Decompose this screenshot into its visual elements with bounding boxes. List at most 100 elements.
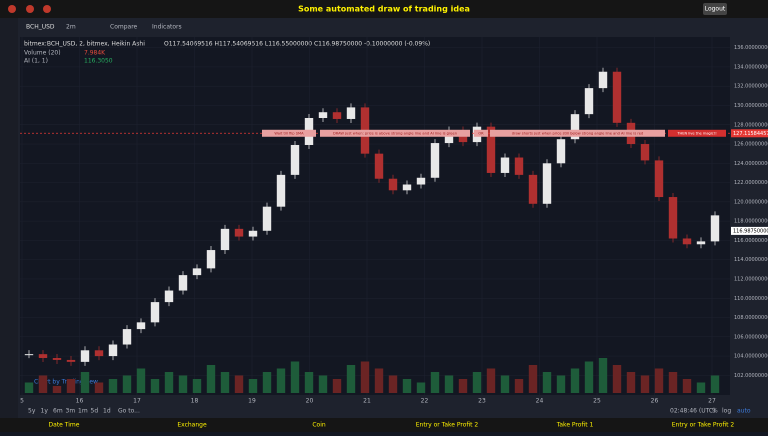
volume-bar bbox=[108, 379, 118, 393]
banner-text: draw shorts just when price still below … bbox=[512, 131, 644, 135]
volume-bar bbox=[234, 375, 244, 393]
candle bbox=[262, 206, 272, 231]
volume-bar bbox=[598, 358, 608, 393]
volume-bar bbox=[248, 379, 258, 393]
ai-legend: AI (1, 1) bbox=[24, 58, 48, 65]
y-tick-label: 108.00000000 bbox=[734, 315, 768, 321]
candle bbox=[220, 228, 230, 251]
volume-bar bbox=[346, 365, 356, 393]
interval[interactable]: 2m bbox=[66, 24, 76, 31]
ohlc: O117.54069516 H117.54069516 L116.5500000… bbox=[164, 41, 430, 48]
logout[interactable]: Logout bbox=[705, 6, 726, 13]
price-tag bbox=[731, 129, 768, 138]
volume-bar bbox=[542, 372, 552, 393]
range-button[interactable]: 6m bbox=[53, 408, 63, 415]
y-tick-label: 134.00000000 bbox=[734, 64, 768, 70]
volume-bar bbox=[626, 372, 636, 393]
y-tick-label: 136.00000000 bbox=[734, 45, 768, 51]
x-tick-label: 17 bbox=[133, 398, 141, 405]
y-tick-label: 124.00000000 bbox=[734, 161, 768, 167]
banner-text: DRAW just when: price is above strong an… bbox=[333, 131, 457, 135]
volume-bar bbox=[514, 379, 524, 393]
candle bbox=[290, 144, 300, 175]
candle bbox=[500, 157, 510, 173]
goto[interactable]: Go to... bbox=[118, 408, 140, 415]
icon[interactable] bbox=[26, 5, 34, 13]
volume-bar bbox=[150, 379, 160, 393]
candle bbox=[710, 215, 720, 242]
volume-legend: Volume (20) bbox=[24, 50, 61, 57]
icon[interactable] bbox=[43, 5, 51, 13]
candle bbox=[640, 144, 650, 161]
candle bbox=[346, 107, 356, 119]
range-button[interactable]: 5d bbox=[91, 408, 99, 415]
footer-label: Coin bbox=[312, 422, 326, 429]
x-tick-label: 21 bbox=[363, 398, 371, 405]
footer-label: Exchange bbox=[177, 422, 207, 429]
volume-bar bbox=[122, 375, 132, 393]
candle bbox=[584, 88, 594, 115]
pct[interactable]: % bbox=[712, 408, 718, 415]
volume-bar bbox=[318, 375, 328, 393]
volume-bar bbox=[94, 382, 104, 393]
candle bbox=[402, 184, 412, 191]
range-button[interactable]: 1m bbox=[78, 408, 88, 415]
banner-box bbox=[262, 129, 316, 137]
last-price-label: 116.98750000 bbox=[733, 228, 768, 234]
banner-text: THEN live the magic!! bbox=[676, 131, 716, 135]
range-button[interactable]: 1y bbox=[41, 408, 49, 415]
candle bbox=[388, 178, 398, 191]
footer-label: Take Profit 1 bbox=[556, 422, 594, 429]
volume-bar bbox=[556, 375, 566, 393]
watermark: Chart by TradingView bbox=[34, 379, 98, 386]
volume-bar bbox=[38, 375, 48, 393]
y-tick-label: 132.00000000 bbox=[734, 84, 768, 90]
logout-button[interactable] bbox=[703, 3, 727, 15]
candle bbox=[136, 322, 146, 330]
volume-bar bbox=[388, 375, 398, 393]
range-button[interactable]: 1d bbox=[103, 408, 111, 415]
range-button[interactable]: 3m bbox=[66, 408, 76, 415]
compare[interactable]: Compare bbox=[110, 24, 138, 31]
symbol[interactable]: BCH_USD bbox=[26, 24, 55, 31]
price-tag-label: 127.11584457 bbox=[733, 131, 768, 137]
auto[interactable]: auto bbox=[737, 408, 751, 415]
candle bbox=[696, 241, 706, 245]
x-tick-label: 24 bbox=[536, 398, 544, 405]
volume-bar bbox=[290, 361, 300, 393]
candle bbox=[94, 350, 104, 357]
range-button[interactable]: 5y bbox=[28, 408, 36, 415]
candle bbox=[612, 71, 622, 123]
volume-bar bbox=[220, 372, 230, 393]
volume-bar bbox=[164, 372, 174, 393]
y-tick-label: 118.00000000 bbox=[734, 219, 768, 225]
volume-bar bbox=[276, 368, 286, 393]
y-tick-label: 116.00000000 bbox=[734, 238, 768, 244]
candle bbox=[528, 174, 538, 204]
icon[interactable] bbox=[8, 5, 16, 13]
volume-bar bbox=[192, 379, 202, 393]
y-tick-label: 128.00000000 bbox=[734, 122, 768, 128]
banner-text: Wait till flip SMA bbox=[274, 131, 304, 135]
banner-box bbox=[668, 129, 726, 137]
left-toolbar bbox=[0, 18, 18, 418]
volume-bar bbox=[304, 372, 314, 393]
volume-bar bbox=[24, 382, 34, 393]
title: Some automated draw of trading idea bbox=[298, 5, 470, 14]
candle bbox=[542, 163, 552, 204]
volume-bar bbox=[710, 375, 720, 393]
y-tick-label: 110.00000000 bbox=[734, 296, 768, 302]
candle bbox=[416, 177, 426, 185]
log[interactable]: log bbox=[722, 408, 731, 415]
candle bbox=[556, 139, 566, 164]
indicators[interactable]: Indicators bbox=[152, 24, 182, 31]
candle bbox=[192, 268, 202, 276]
time: 02:48:46 (UTC) bbox=[670, 408, 715, 415]
volume-bar bbox=[80, 372, 90, 393]
candle bbox=[682, 238, 692, 245]
candle bbox=[598, 71, 608, 89]
candle bbox=[332, 112, 342, 119]
volume-bar bbox=[500, 375, 510, 393]
